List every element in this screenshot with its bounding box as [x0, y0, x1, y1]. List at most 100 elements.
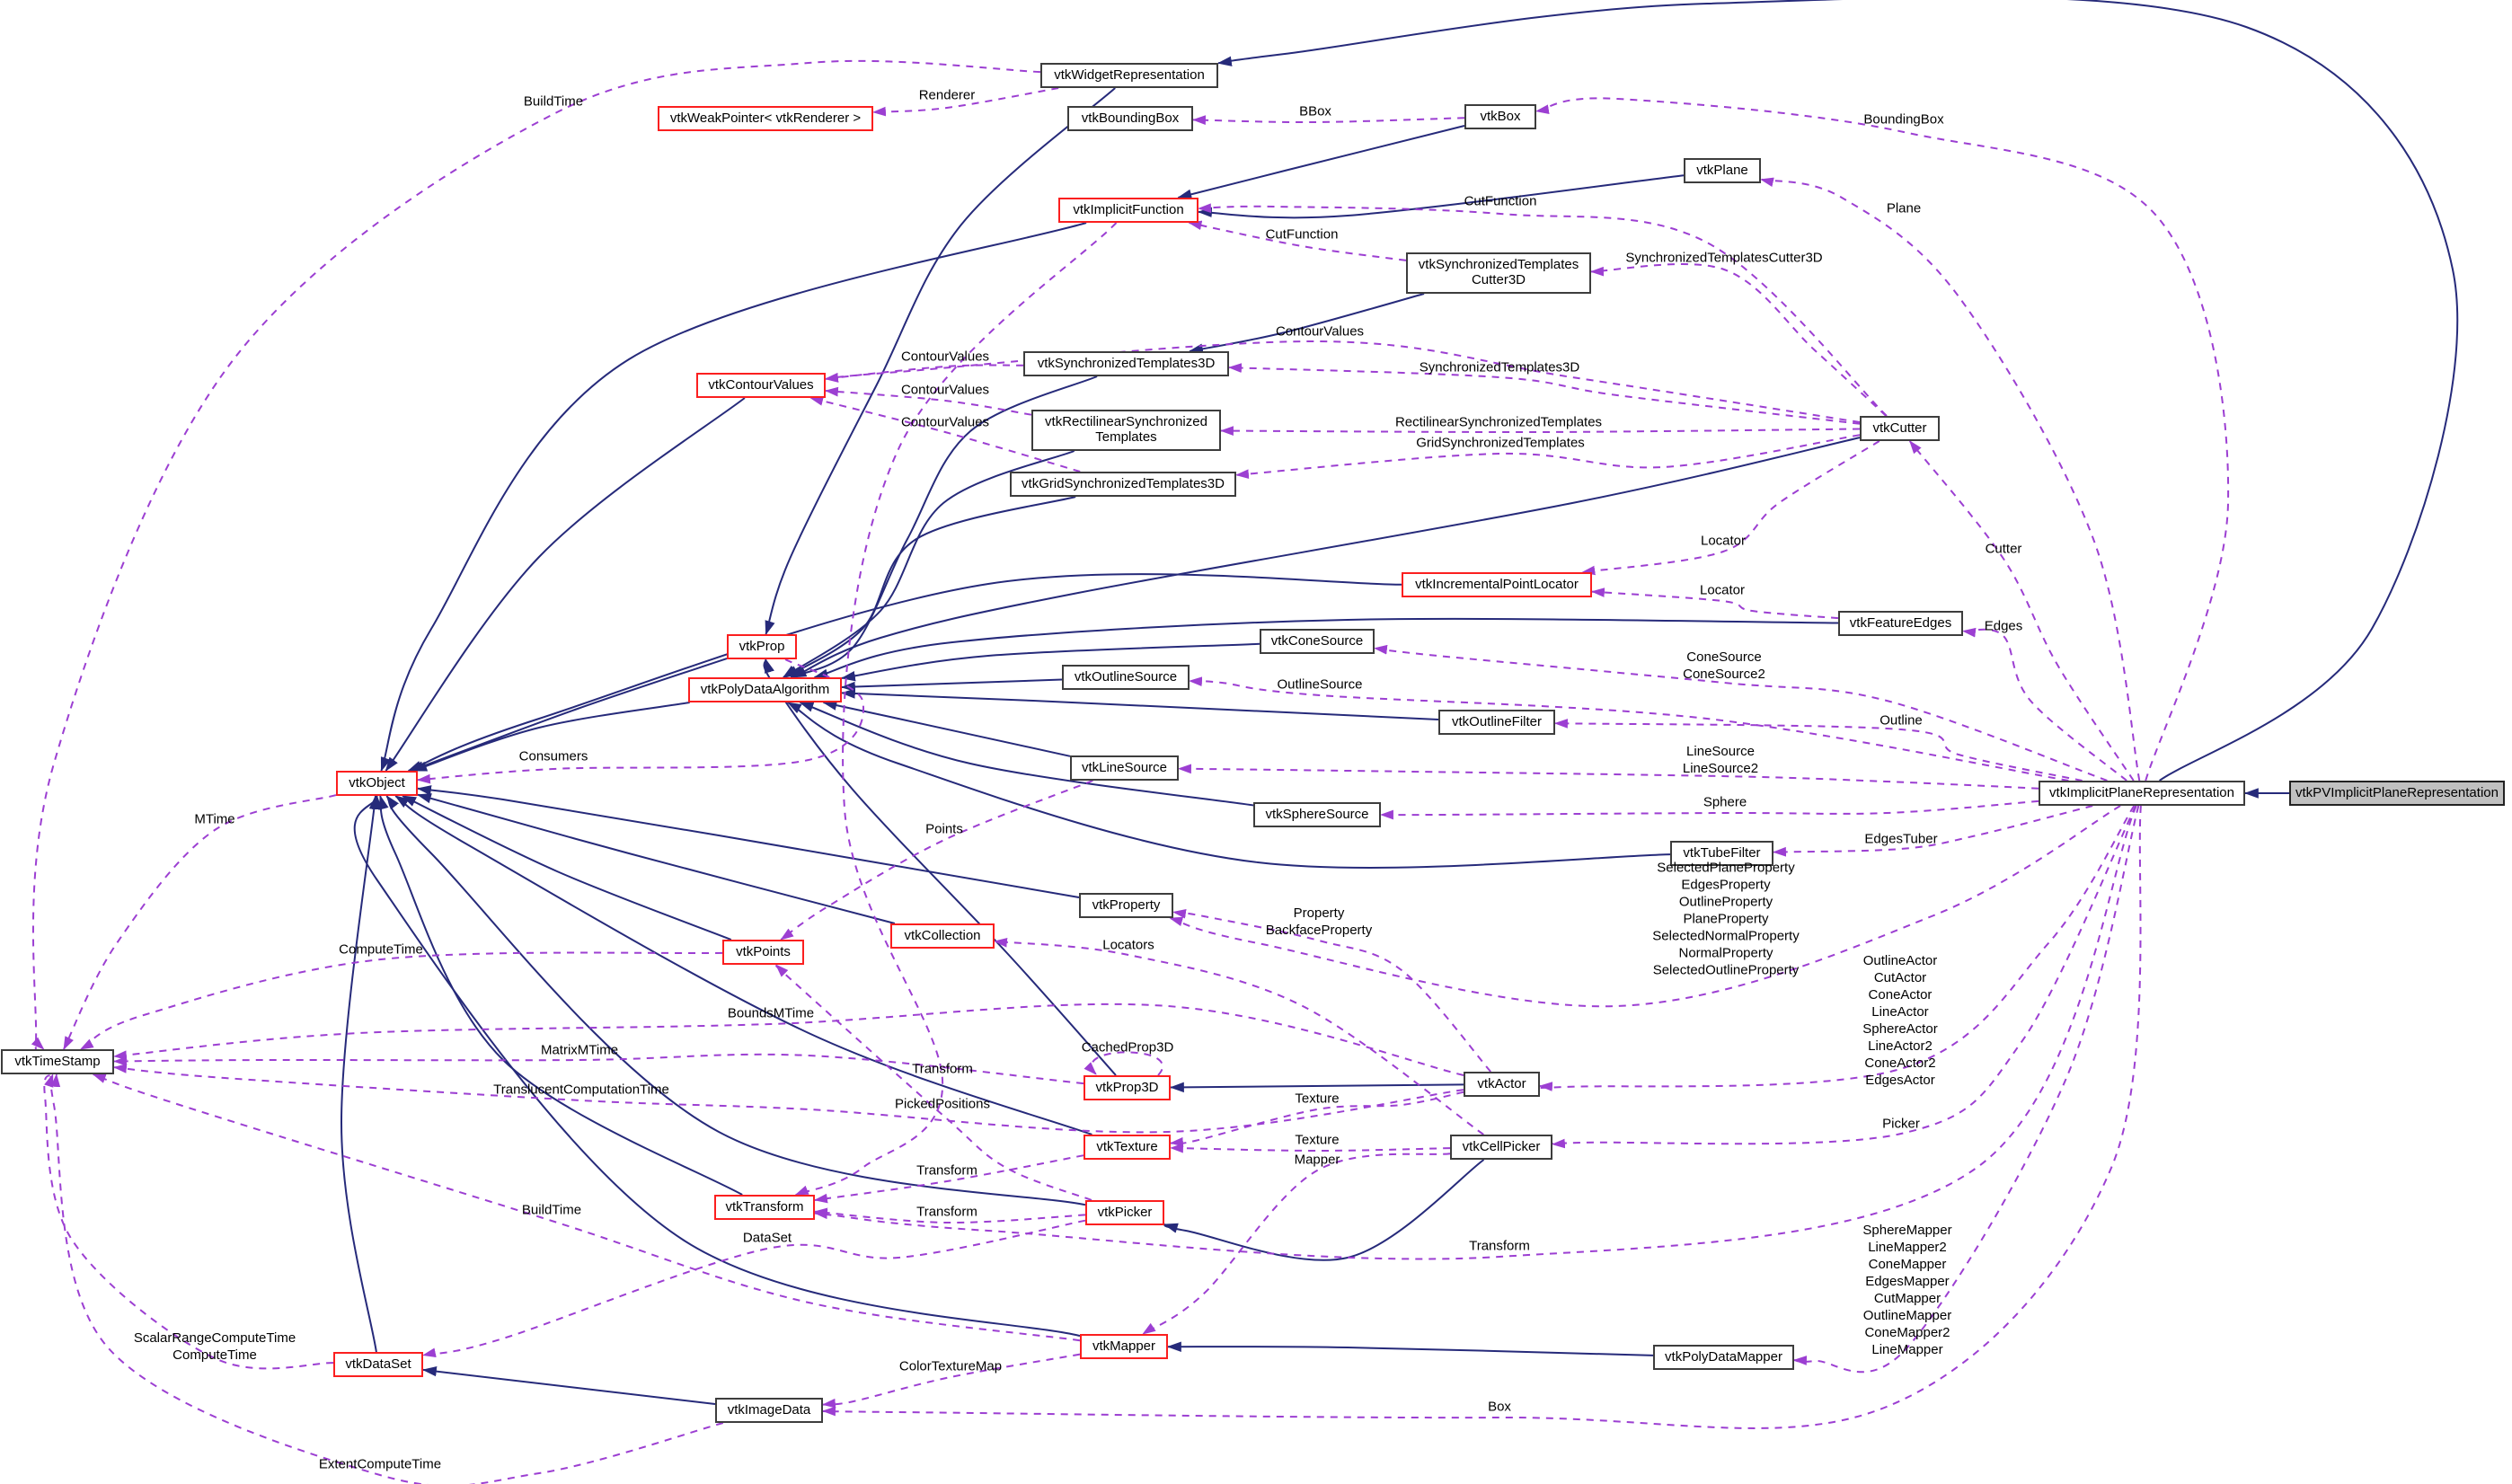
- node-plane[interactable]: vtkPlane: [1684, 158, 1761, 183]
- edge-label-TranslucentComputationTime: TranslucentComputationTime: [493, 1082, 669, 1098]
- node-gridSyncTempl3D[interactable]: vtkGridSynchronizedTemplates3D: [1010, 472, 1236, 497]
- node-outlineFilter[interactable]: vtkOutlineFilter: [1438, 710, 1555, 735]
- node-weakPtr[interactable]: vtkWeakPointer< vtkRenderer >: [658, 106, 873, 131]
- node-rectSyncTempl[interactable]: vtkRectilinearSynchronized Templates: [1031, 410, 1221, 451]
- edge-cellPicker-collection-Locators: [993, 937, 1484, 1135]
- node-syncTemplCutter3D[interactable]: vtkSynchronizedTemplates Cutter3D: [1406, 252, 1591, 294]
- edge-sphereSource-polyDataAlg: [799, 702, 1254, 807]
- edge-picker-dataSet-DataSet_l: [421, 1219, 1086, 1357]
- node-transform[interactable]: vtkTransform: [714, 1195, 815, 1220]
- edge-imageData-timeStamp-ExtentComputeTime: [49, 1073, 724, 1484]
- node-syncTempl3D[interactable]: vtkSynchronizedTemplates3D: [1023, 351, 1229, 376]
- edge-label-ComputeTime: ComputeTime: [339, 941, 423, 958]
- node-widgetRep[interactable]: vtkWidgetRepresentation: [1040, 63, 1218, 88]
- edge-syncTemplCutter3D-syncTempl3D: [1188, 293, 1425, 354]
- edge-box-implicitFn: [1177, 125, 1465, 199]
- edge-label-Transform_c: Transform: [916, 1204, 977, 1220]
- edge-actor-texture-Texture_a: [1169, 1091, 1464, 1147]
- node-contourValues[interactable]: vtkContourValues: [696, 373, 826, 398]
- node-sphereSource[interactable]: vtkSphereSource: [1253, 802, 1381, 827]
- edge-implPlaneRep-outlineFilter-Outline_l: [1553, 719, 2083, 782]
- edge-label-CV_d: ContourValues: [900, 414, 990, 430]
- edge-prop-object: [410, 658, 728, 772]
- edge-label-RST: RectilinearSynchronizedTemplates: [1394, 414, 1603, 430]
- node-lineSource[interactable]: vtkLineSource: [1070, 755, 1179, 781]
- node-coneSource[interactable]: vtkConeSource: [1260, 629, 1375, 654]
- edge-label-LineSrc: LineSource LineSource2: [1682, 744, 1759, 776]
- node-boundingBox[interactable]: vtkBoundingBox: [1067, 106, 1193, 131]
- edge-implPlaneRep-widgetRep: [1216, 0, 2459, 782]
- edge-label-ColorTextureMap: ColorTextureMap: [898, 1358, 1003, 1374]
- node-implPlaneRep[interactable]: vtkImplicitPlaneRepresentation: [2039, 781, 2245, 806]
- node-cellPicker[interactable]: vtkCellPicker: [1450, 1135, 1552, 1160]
- edge-label-GST: GridSynchronizedTemplates: [1416, 435, 1585, 451]
- edge-label-DataSet_l: DataSet: [742, 1230, 792, 1246]
- edge-label-EdgesTuber: EdgesTuber: [1864, 831, 1938, 847]
- edge-lineSource-polyDataAlg: [822, 700, 1071, 757]
- node-tubeFilter[interactable]: vtkTubeFilter: [1670, 841, 1773, 866]
- node-timeStamp[interactable]: vtkTimeStamp: [1, 1049, 114, 1074]
- edge-gridSyncTempl3D-contourValues-CV_d: [809, 396, 1081, 473]
- edge-prop-object-Consumers: [416, 658, 864, 784]
- edge-label-BBox: BBox: [1299, 103, 1331, 119]
- node-prop[interactable]: vtkProp: [727, 634, 797, 659]
- node-object[interactable]: vtkObject: [336, 771, 418, 796]
- edge-cellPicker-picker: [1163, 1159, 1485, 1261]
- edge-label-BoundingBox: BoundingBox: [1863, 111, 1944, 128]
- node-polyDataMapper[interactable]: vtkPolyDataMapper: [1653, 1345, 1794, 1370]
- edge-picker-object: [385, 795, 1086, 1206]
- node-imageData[interactable]: vtkImageData: [715, 1398, 823, 1423]
- edge-mapper-imageData-ColorTextureMap: [821, 1353, 1081, 1409]
- edge-implicitFn-object: [380, 222, 1087, 773]
- edge-label-MatrixMTime: MatrixMTime: [540, 1042, 619, 1058]
- edge-implPlaneRep-polyDataMapper-MappersList: [1792, 805, 2140, 1374]
- edge-implPlaneRep-outlineSource-OutlineSource_l: [1188, 676, 2069, 782]
- edge-syncTempl3D-polyDataAlg: [790, 375, 1098, 678]
- edge-imageData-dataSet: [421, 1365, 716, 1405]
- node-prop3D[interactable]: vtkProp3D: [1084, 1075, 1171, 1100]
- node-texture[interactable]: vtkTexture: [1084, 1135, 1171, 1160]
- edge-label-Box_l: Box: [1488, 1399, 1511, 1415]
- edge-implPlaneRep-sphereSource-Sphere: [1379, 799, 2039, 820]
- edge-widgetRep-weakPtr-Renderer: [871, 87, 1059, 117]
- edge-label-ExtentComputeTime: ExtentComputeTime: [318, 1456, 442, 1472]
- edge-implPlaneRep-actor-ActorsList: [1529, 805, 2136, 1091]
- edge-label-Plane: Plane: [1886, 200, 1922, 216]
- node-mapper[interactable]: vtkMapper: [1080, 1334, 1168, 1359]
- edge-label-CutFunction1: CutFunction: [1464, 193, 1537, 209]
- node-featureEdges[interactable]: vtkFeatureEdges: [1838, 611, 1963, 636]
- edge-tubeFilter-polyDataAlg: [786, 702, 1671, 869]
- node-outlineSource[interactable]: vtkOutlineSource: [1062, 665, 1190, 690]
- edge-label-Edges_l: Edges: [1984, 618, 2023, 634]
- node-polyDataAlg[interactable]: vtkPolyDataAlgorithm: [688, 677, 842, 702]
- edge-actor-timeStamp-TranslucentComputationTime: [112, 1064, 1464, 1134]
- edge-label-Locator_a: Locator: [1700, 533, 1747, 549]
- node-dataSet[interactable]: vtkDataSet: [333, 1352, 423, 1377]
- node-picker[interactable]: vtkPicker: [1085, 1200, 1164, 1225]
- node-cutter[interactable]: vtkCutter: [1860, 416, 1940, 441]
- edge-implPlaneRep-imageData-Box_l: [821, 805, 2142, 1429]
- node-actor[interactable]: vtkActor: [1464, 1072, 1540, 1097]
- edge-cellPicker-mapper-Mapper_l: [1142, 1153, 1451, 1335]
- node-incrPtLocator[interactable]: vtkIncrementalPointLocator: [1402, 572, 1592, 597]
- edge-label-SRCT: ScalarRangeComputeTime ComputeTime: [133, 1330, 296, 1363]
- edge-rectSyncTempl-polyDataAlg: [782, 450, 1075, 678]
- node-pvImplPlaneRep[interactable]: vtkPVImplicitPlaneRepresentation: [2289, 781, 2505, 806]
- node-points[interactable]: vtkPoints: [722, 940, 804, 965]
- edge-label-CV_c: ContourValues: [900, 382, 990, 398]
- edge-label-MTime: MTime: [194, 811, 235, 827]
- node-box[interactable]: vtkBox: [1464, 104, 1536, 129]
- edge-label-OutlineSource_l: OutlineSource: [1277, 676, 1363, 693]
- edge-label-PropsList: SelectedPlaneProperty EdgesProperty Outl…: [1652, 860, 1800, 978]
- edge-contourValues-object: [385, 397, 746, 772]
- edge-plane-implicitFn: [1197, 174, 1685, 219]
- node-implicitFn[interactable]: vtkImplicitFunction: [1058, 198, 1199, 223]
- edge-label-Sphere: Sphere: [1703, 794, 1747, 810]
- node-property[interactable]: vtkProperty: [1079, 893, 1173, 918]
- edge-label-Locator_b: Locator: [1699, 582, 1746, 598]
- edge-implPlaneRep-featureEdges-Edges_l: [1961, 627, 2127, 782]
- node-collection[interactable]: vtkCollection: [890, 923, 995, 949]
- edge-incrPtLocator-object: [407, 573, 1402, 772]
- edge-widgetRep-prop: [765, 87, 1116, 636]
